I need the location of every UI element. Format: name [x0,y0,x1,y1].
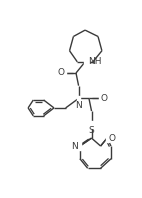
Text: S: S [89,126,94,135]
Bar [77,96,80,103]
Text: N: N [75,101,82,110]
Bar [64,69,66,77]
Text: N: N [71,142,78,150]
Bar [90,121,93,128]
Bar [106,134,109,142]
Text: O: O [57,69,64,77]
Text: O: O [109,134,116,143]
Bar [83,58,89,65]
Text: O: O [101,94,108,103]
Text: NH: NH [88,57,102,66]
Bar [78,143,81,150]
Bar [99,95,101,102]
